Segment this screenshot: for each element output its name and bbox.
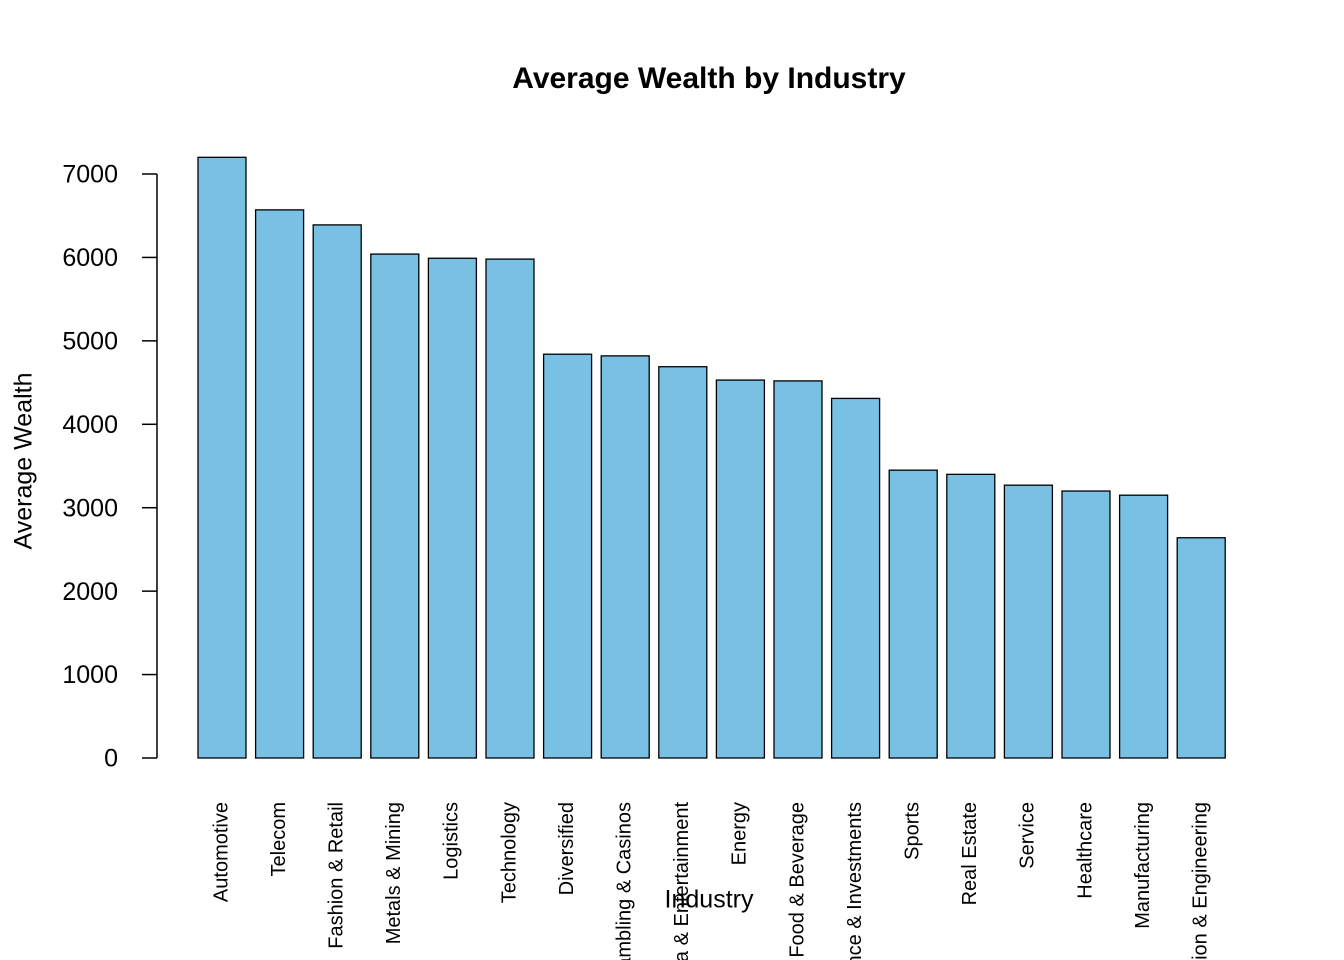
y-tick-label: 4000 bbox=[62, 411, 118, 439]
y-tick-label: 1000 bbox=[62, 661, 118, 689]
bar bbox=[1176, 537, 1226, 759]
x-axis-label: Industry bbox=[665, 886, 754, 914]
x-tick-label: Technology bbox=[498, 802, 520, 903]
bar bbox=[1003, 484, 1054, 759]
bar bbox=[600, 355, 650, 759]
bar bbox=[1061, 490, 1111, 759]
bar bbox=[715, 379, 766, 759]
bar bbox=[485, 258, 535, 759]
x-tick-label: Media & Entertainment bbox=[671, 802, 693, 960]
x-tick-label: Energy bbox=[729, 802, 751, 865]
bar bbox=[830, 397, 881, 759]
y-tick-label: 7000 bbox=[62, 161, 118, 189]
x-tick-label: Manufacturing bbox=[1132, 802, 1154, 929]
bar bbox=[254, 209, 305, 759]
bar bbox=[427, 257, 478, 759]
bar bbox=[1118, 494, 1169, 759]
bar bbox=[542, 353, 593, 759]
x-tick-label: Metals & Mining bbox=[383, 802, 405, 944]
chart-title: Average Wealth by Industry bbox=[512, 62, 906, 95]
bar bbox=[773, 380, 823, 759]
bar bbox=[946, 473, 996, 759]
x-tick-label: Finance & Investments bbox=[844, 802, 866, 960]
y-tick-label: 0 bbox=[104, 745, 118, 773]
bar bbox=[888, 469, 938, 759]
x-tick-label: Construction & Engineering bbox=[1189, 802, 1211, 960]
x-tick-label: Telecom bbox=[268, 802, 290, 876]
x-tick-label: Real Estate bbox=[959, 802, 981, 905]
bar bbox=[197, 156, 247, 759]
x-tick-label: Sports bbox=[901, 802, 923, 860]
y-tick-label: 3000 bbox=[62, 494, 118, 522]
x-tick-label: Gambling & Casinos bbox=[613, 802, 635, 960]
x-tick-label: Diversified bbox=[556, 802, 578, 895]
x-tick-label: Automotive bbox=[210, 802, 232, 902]
x-tick-label: Logistics bbox=[441, 802, 463, 880]
bar bbox=[658, 366, 708, 759]
y-axis-label: Average Wealth bbox=[10, 373, 38, 550]
y-tick-label: 2000 bbox=[62, 578, 118, 606]
y-tick-label: 5000 bbox=[62, 327, 118, 355]
x-tick-label: Service bbox=[1017, 802, 1039, 869]
x-tick-label: Food & Beverage bbox=[786, 802, 808, 958]
x-tick-label: Fashion & Retail bbox=[325, 802, 347, 949]
bar bbox=[312, 224, 362, 759]
y-tick-label: 6000 bbox=[62, 244, 118, 272]
x-tick-label: Healthcare bbox=[1074, 802, 1096, 899]
bar bbox=[370, 253, 420, 759]
